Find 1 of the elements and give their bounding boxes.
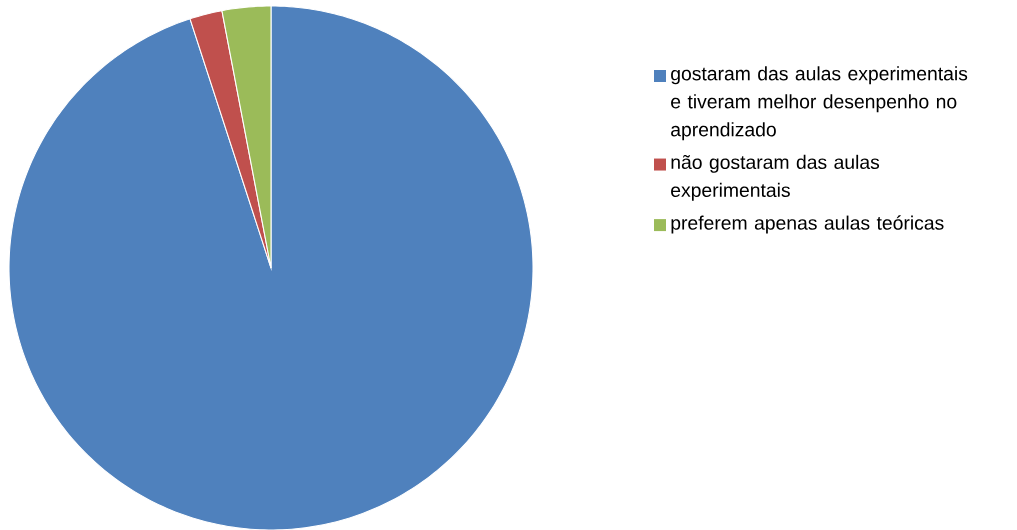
legend-label: preferem apenas aulas teóricas [671, 215, 944, 234]
